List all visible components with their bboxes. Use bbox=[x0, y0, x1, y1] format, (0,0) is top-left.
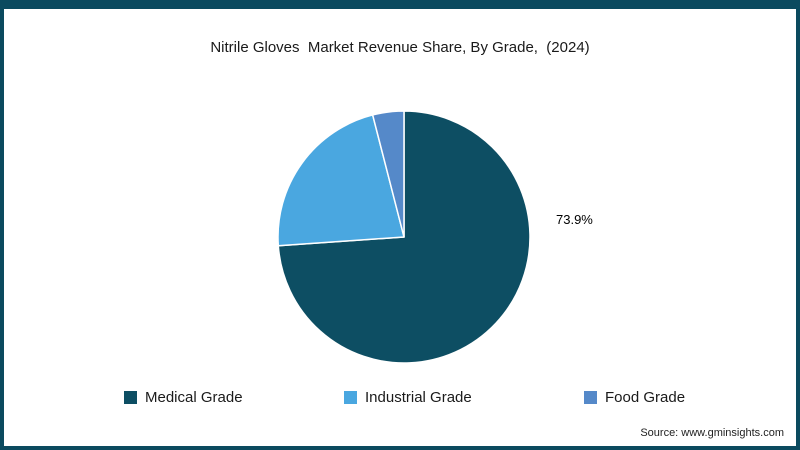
legend-label-medical-grade: Medical Grade bbox=[145, 389, 243, 406]
pie-slice-food-grade bbox=[371, 110, 405, 238]
legend-label-food-grade: Food Grade bbox=[605, 389, 686, 406]
legend-item-industrial-grade: Industrial Grade bbox=[344, 389, 472, 406]
medical-grade-percentage-label: 73.9% bbox=[556, 212, 593, 227]
source-text: Source: www.gminsights.com bbox=[640, 427, 784, 439]
legend-item-food-grade: Food Grade bbox=[584, 389, 685, 406]
pie-chart bbox=[277, 110, 531, 364]
chart-title: Nitrile Gloves Market Revenue Share, By … bbox=[210, 39, 590, 56]
legend-swatch-food-grade bbox=[584, 391, 597, 404]
legend-swatch-medical-grade bbox=[124, 391, 137, 404]
pie-slice-industrial-grade bbox=[277, 114, 405, 247]
legend-item-medical-grade: Medical Grade bbox=[124, 389, 243, 406]
legend-label-industrial-grade: Industrial Grade bbox=[365, 389, 472, 406]
legend-swatch-industrial-grade bbox=[344, 391, 357, 404]
legend: Medical Grade Industrial Grade Food Grad… bbox=[4, 389, 796, 413]
